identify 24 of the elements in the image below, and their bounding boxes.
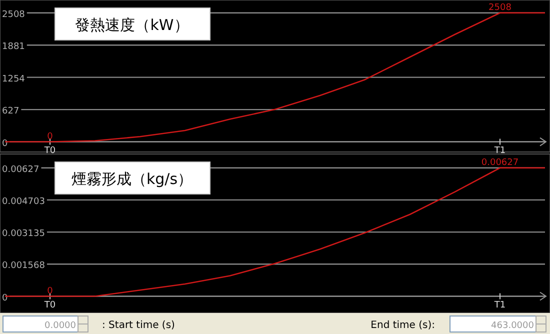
y-tick-label: 627 — [2, 106, 20, 117]
y-tick-label: 0.00627 — [2, 164, 40, 175]
x-tick-label: T0 — [43, 300, 56, 310]
y-tick-label: 0 — [2, 293, 8, 304]
y-tick-label: 1254 — [2, 74, 26, 84]
y-tick-label: 0.003135 — [2, 229, 45, 240]
data-label: 2508 — [488, 2, 512, 13]
text: 發熱速度（kW） — [75, 16, 189, 34]
x-tick-label: T0 — [43, 146, 56, 156]
data-label: 0 — [47, 132, 54, 142]
text: 0.0000 — [44, 321, 76, 331]
x-tick-label: T1 — [493, 300, 506, 310]
y-tick-label: 0.004703 — [2, 196, 45, 207]
y-tick-label: 2508 — [2, 10, 26, 20]
data-label: 0 — [47, 286, 54, 296]
y-tick-label: 0.001568 — [2, 261, 46, 272]
y-tick-label: 0 — [2, 138, 8, 149]
text: : Start time (s) — [102, 320, 176, 331]
x-tick-label: T1 — [493, 146, 506, 156]
text: 煙霧形成（kg/s） — [71, 170, 193, 188]
y-tick-label: 1881 — [2, 42, 25, 52]
text: End time (s): — [370, 320, 435, 331]
text: 463.0000 — [491, 321, 534, 331]
data-label: 0.00627 — [481, 158, 519, 168]
